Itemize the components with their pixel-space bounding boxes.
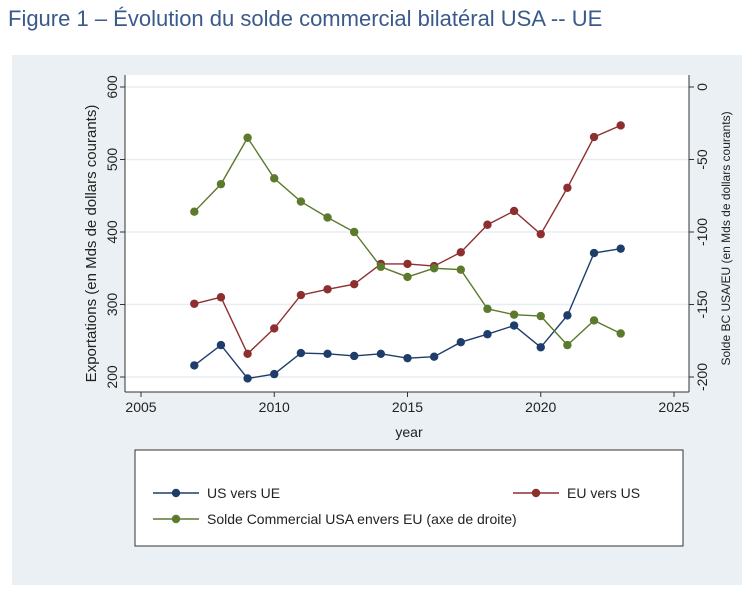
- data-point: [536, 343, 545, 352]
- data-point: [270, 174, 279, 183]
- legend-label: US vers UE: [207, 485, 280, 501]
- y-tick-label: 400: [104, 220, 120, 244]
- data-point: [190, 361, 199, 370]
- data-point: [536, 229, 545, 239]
- x-tick-label: 2015: [392, 399, 423, 415]
- x-axis-title: year: [395, 424, 423, 440]
- legend-marker: [531, 488, 541, 498]
- data-point: [509, 321, 519, 330]
- data-point: [616, 329, 625, 338]
- data-point: [509, 206, 519, 216]
- data-point: [403, 259, 412, 269]
- data-point: [376, 349, 386, 358]
- y-right-tick-label: -150: [694, 290, 710, 318]
- y-tick-label: 300: [104, 293, 120, 317]
- x-tick-label: 2025: [658, 399, 689, 415]
- y-right-tick-label: -50: [694, 149, 710, 169]
- data-point: [509, 310, 519, 319]
- data-point: [589, 248, 599, 258]
- data-point: [403, 353, 412, 363]
- data-point: [616, 121, 625, 130]
- data-point: [456, 248, 465, 257]
- data-point: [243, 133, 252, 142]
- x-tick-label: 2010: [259, 399, 290, 415]
- y-tick-label: 200: [104, 365, 120, 389]
- data-point: [216, 340, 226, 350]
- data-point: [296, 290, 306, 300]
- data-point: [296, 197, 306, 206]
- y-tick-label: 500: [104, 148, 120, 172]
- y-right-axis-title: Solde BC USA/EU (en Mds de dollars coura…: [719, 111, 733, 365]
- data-point: [456, 265, 465, 274]
- data-point: [270, 369, 279, 379]
- y-right-tick-label: -200: [694, 363, 710, 391]
- data-point: [296, 348, 306, 358]
- data-point: [323, 285, 332, 294]
- data-point: [536, 311, 545, 321]
- y-tick-label: 600: [104, 75, 120, 99]
- data-point: [563, 340, 572, 350]
- data-point: [350, 280, 359, 289]
- data-point: [483, 330, 492, 339]
- x-tick-label: 2020: [525, 399, 556, 415]
- y-right-tick-label: 0: [694, 83, 710, 91]
- data-point: [429, 264, 439, 273]
- plot-area: [125, 75, 689, 392]
- data-point: [243, 349, 252, 358]
- data-point: [350, 227, 359, 237]
- legend-label: Solde Commercial USA envers EU (axe de d…: [207, 511, 517, 527]
- data-point: [323, 213, 332, 222]
- data-point: [376, 262, 386, 271]
- data-point: [216, 293, 226, 302]
- data-point: [616, 244, 625, 253]
- data-point: [589, 132, 599, 142]
- data-point: [563, 183, 572, 192]
- data-point: [323, 349, 332, 358]
- data-point: [589, 316, 599, 325]
- data-point: [190, 299, 199, 308]
- data-point: [190, 207, 199, 216]
- legend-label: EU vers US: [567, 485, 640, 501]
- legend-marker: [171, 514, 181, 524]
- figure-title: Figure 1 – Évolution du solde commercial…: [8, 6, 603, 31]
- data-point: [243, 374, 252, 383]
- data-point: [216, 179, 226, 189]
- data-point: [429, 352, 439, 361]
- legend-marker: [171, 488, 181, 498]
- y-axis-title: Exportations (en Mds de dollars courants…: [83, 105, 100, 383]
- y-right-tick-label: -100: [694, 218, 710, 246]
- data-point: [563, 311, 572, 320]
- data-point: [483, 220, 492, 229]
- data-point: [403, 272, 412, 282]
- data-point: [483, 304, 492, 314]
- legend: [134, 449, 684, 547]
- data-point: [270, 324, 279, 333]
- x-tick-label: 2005: [125, 399, 156, 415]
- data-point: [350, 351, 359, 361]
- data-point: [456, 338, 465, 347]
